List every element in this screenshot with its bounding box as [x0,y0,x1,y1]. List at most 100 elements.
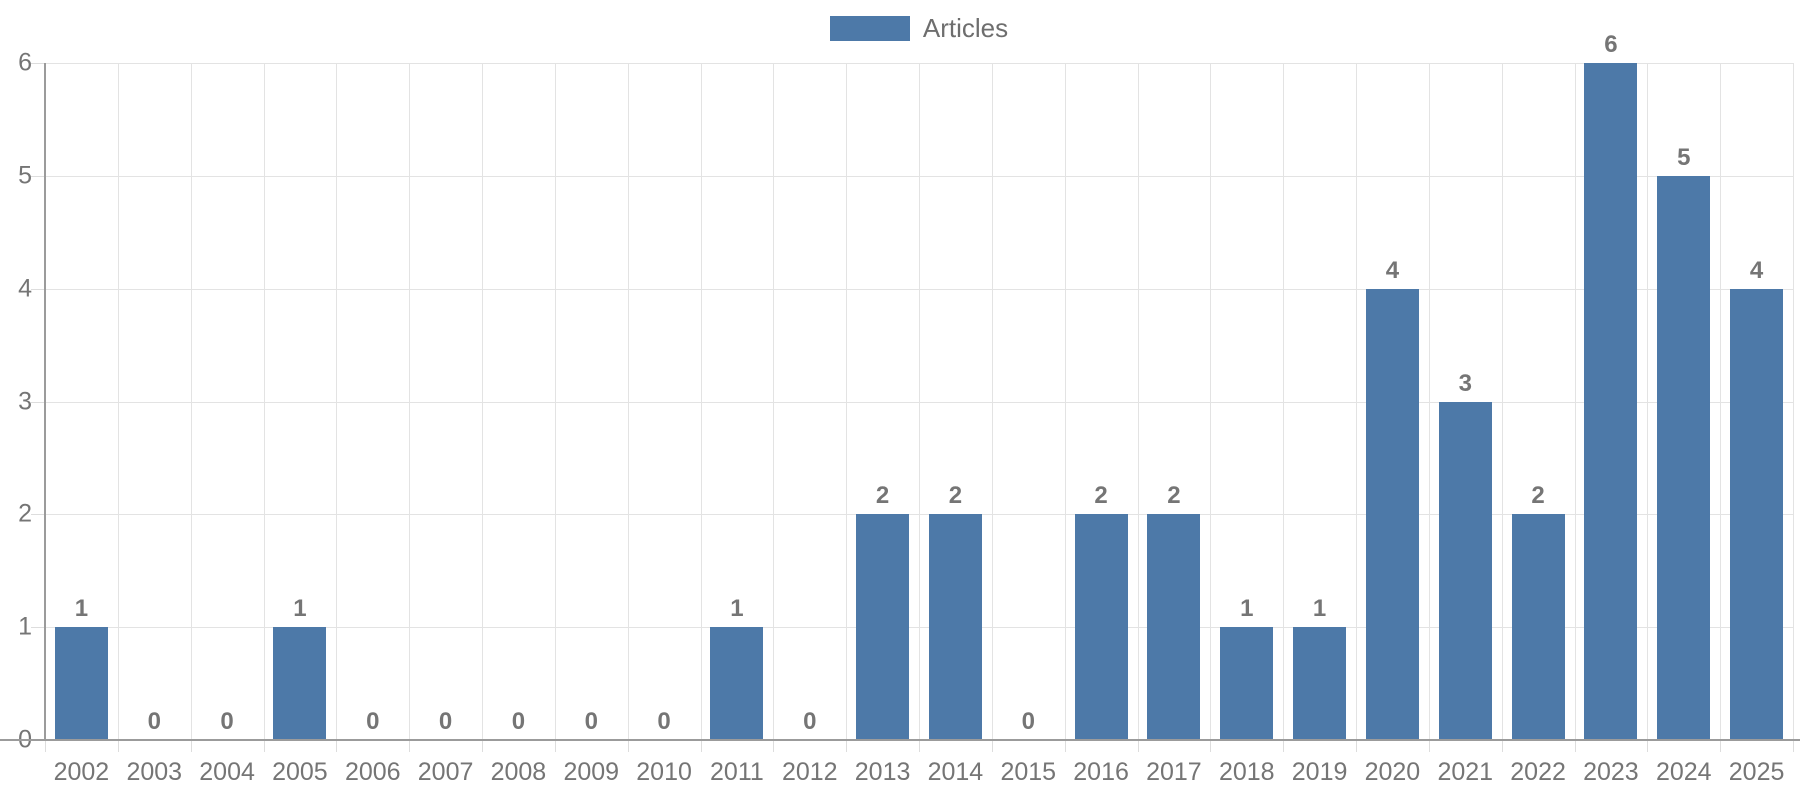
gridline-vertical [846,63,848,740]
x-axis-tick-label: 2005 [272,758,328,786]
bar-value-label: 0 [511,708,526,735]
bar-value-label: 2 [875,482,890,510]
bar-value-label: 0 [147,708,161,735]
gridline-vertical [1356,63,1357,740]
x-axis-tick [1501,740,1503,752]
x-axis-tick [263,740,265,752]
bar-value-label: 2 [1167,482,1181,510]
x-axis-tick [1137,740,1139,752]
x-axis-tick-label: 2019 [1291,758,1348,786]
bar-2011[interactable] [710,627,764,740]
bar-value-label: 2 [1094,482,1108,510]
x-axis-tick [336,740,338,752]
y-axis-tick-label: 5 [18,161,32,190]
bar-value-label: 0 [220,708,234,735]
bar-value-label: 0 [366,708,380,735]
y-axis-tick-label: 3 [18,387,32,415]
x-axis-tick [482,740,483,752]
bar-value-label: 1 [74,595,89,623]
y-axis-tick [31,514,45,516]
bar-2014[interactable] [928,514,982,740]
x-axis-tick [1647,740,1649,752]
gridline-vertical [700,63,702,740]
x-axis-line [0,739,1800,741]
y-axis-tick [31,63,45,64]
x-axis-tick-label: 2007 [417,758,474,786]
y-axis-tick [31,401,45,403]
bar-2017[interactable] [1147,514,1201,740]
bar-2020[interactable] [1365,288,1419,740]
y-axis-tick-label: 2 [18,499,32,528]
y-axis-tick [31,175,45,177]
bar-value-label: 1 [1240,595,1254,623]
x-axis-tick-label: 2014 [927,758,984,786]
bar-2013[interactable] [856,514,910,740]
gridline-vertical [773,63,775,740]
gridline-vertical [117,63,119,740]
bar-value-label: 4 [1749,256,1764,284]
y-axis-tick-label: 1 [18,612,32,641]
gridline-vertical [1283,63,1285,740]
plot-border-right [1793,63,1794,740]
bar-2019[interactable] [1293,627,1347,740]
bar-value-label: 2 [1531,482,1545,510]
y-axis-tick-label: 6 [18,48,32,77]
bar-value-label: 1 [293,595,307,623]
gridline-vertical [1137,63,1139,740]
bar-2022[interactable] [1511,514,1565,740]
bar-2002[interactable] [54,627,108,740]
x-axis-tick-label: 2009 [563,758,620,786]
bar-2005[interactable] [273,627,327,740]
x-axis-tick [1793,740,1794,752]
x-axis-tick-label: 2021 [1437,758,1494,786]
x-axis-tick [1574,740,1576,752]
x-axis-tick-label: 2013 [854,758,911,786]
x-axis-tick-label: 2022 [1510,758,1566,786]
x-axis-tick [1356,740,1357,752]
x-axis-tick-label: 2004 [199,758,255,786]
gridline-vertical [1574,63,1576,740]
x-axis-tick [45,740,46,752]
bar-value-label: 1 [1312,595,1327,623]
gridline-vertical [1428,63,1430,740]
gridline-vertical [1501,63,1503,740]
bar-value-label: 3 [1458,369,1472,397]
gridline-vertical [627,63,629,740]
bar-2025[interactable] [1730,288,1784,740]
legend-item-articles[interactable]: Articles [0,13,1800,44]
x-axis-tick-label: 2015 [1000,758,1057,786]
x-axis-tick-label: 2020 [1364,758,1421,786]
bar-value-label: 0 [438,708,453,735]
bar-value-label: 5 [1677,143,1691,171]
x-axis-tick [409,740,411,752]
bar-value-label: 0 [1021,708,1035,735]
x-axis-tick-label: 2016 [1073,758,1129,786]
gridline-vertical [1210,63,1212,740]
x-axis-tick [1210,740,1212,752]
x-axis-tick [1428,740,1430,752]
bar-2024[interactable] [1657,175,1711,740]
gridline-vertical [482,63,483,740]
x-axis-tick-label: 2003 [126,758,183,786]
x-axis-tick-label: 2002 [53,758,110,786]
bar-2021[interactable] [1438,401,1492,740]
x-axis-tick-label: 2011 [710,758,764,786]
bar-value-label: 1 [730,595,744,623]
bar-value-label: 0 [803,708,817,735]
gridline-vertical [1720,63,1722,740]
x-axis-tick [773,740,775,752]
x-axis-tick [991,740,993,752]
gridline-vertical [336,63,338,740]
bar-value-label: 4 [1385,256,1400,284]
legend-label: Articles [922,13,1009,43]
x-axis-tick [190,740,192,752]
y-axis-tick [31,627,45,629]
bar-2018[interactable] [1220,627,1274,740]
bar-2023[interactable] [1584,63,1638,740]
bar-2016[interactable] [1074,514,1128,740]
gridline-vertical [1064,63,1066,740]
y-axis-tick [31,288,45,290]
x-axis-tick [1283,740,1285,752]
x-axis-tick-label: 2025 [1728,758,1785,786]
gridline-vertical [919,63,920,740]
